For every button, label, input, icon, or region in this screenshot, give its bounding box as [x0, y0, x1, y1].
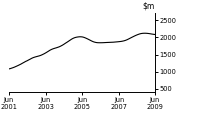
Text: $m: $m	[143, 2, 155, 11]
